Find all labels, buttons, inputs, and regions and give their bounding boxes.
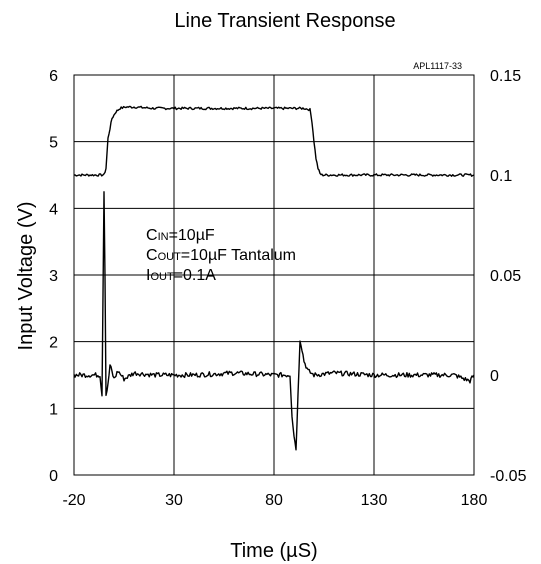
input-voltage-series-line <box>73 105 475 177</box>
y-tick-label: 0 <box>49 468 58 485</box>
y-axis-label: Input Voltage (V) <box>15 202 37 351</box>
annotation-line: IOUT=0.1A <box>146 267 216 284</box>
annotation-line: CIN=10µF <box>146 227 215 244</box>
x-tick-label: -20 <box>62 492 85 509</box>
x-tick-label: 30 <box>165 492 183 509</box>
x-tick-label: 80 <box>265 492 283 509</box>
plot-area <box>73 105 475 451</box>
annotation-line: COUT=10µF Tantalum <box>146 247 296 264</box>
chart-title: Line Transient Response <box>174 10 395 32</box>
y-tick-label: 3 <box>49 268 58 285</box>
x-tick-label: 180 <box>461 492 488 509</box>
y2-tick-label: 0.15 <box>490 68 521 85</box>
x-tick-label: 130 <box>361 492 388 509</box>
y2-tick-label: 0.1 <box>490 168 512 185</box>
y-tick-label: 2 <box>49 335 58 352</box>
y-tick-label: 5 <box>49 135 58 152</box>
y2-tick-label: 0.05 <box>490 268 521 285</box>
x-axis-label: Time (µS) <box>230 540 317 562</box>
y2-tick-label: 0 <box>490 368 499 385</box>
y-tick-label: 1 <box>49 401 58 418</box>
tick-labels: -20 30 80 130 180 0 1 2 3 4 5 6 -0.05 0 0.05 0.1 0.15 <box>49 68 526 509</box>
output-voltage-series-line <box>73 191 475 451</box>
annotations: CIN=10µF COUT=10µF Tantalum IOUT=0.1A <box>146 227 296 284</box>
y-tick-label: 4 <box>49 201 58 218</box>
grid <box>73 74 475 476</box>
y2-tick-label: -0.05 <box>490 468 527 485</box>
part-number-label: APL1117-33 <box>413 61 462 71</box>
y-tick-label: 6 <box>49 68 58 85</box>
